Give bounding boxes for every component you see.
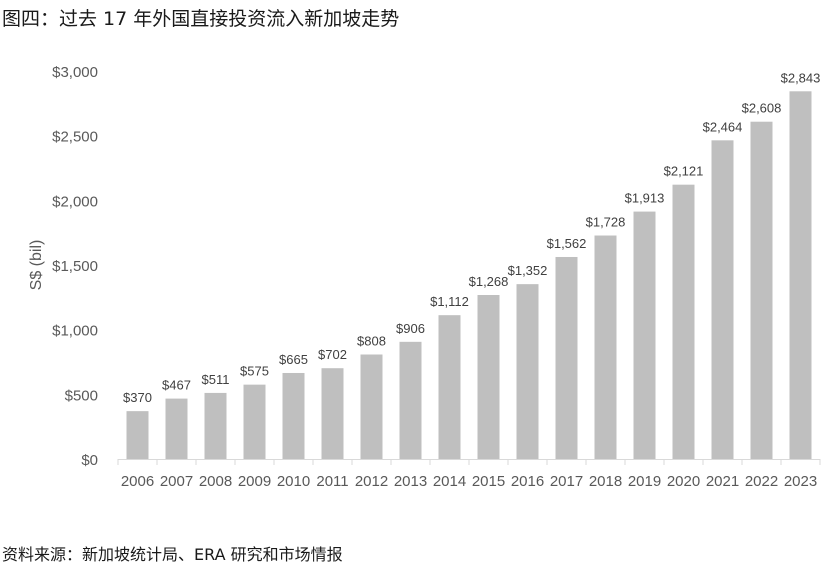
data-label: $1,112: [430, 294, 469, 309]
bar-2017: [555, 256, 578, 459]
bar-2007: [165, 398, 188, 459]
bar-2009: [243, 384, 266, 459]
bar-2023: [789, 91, 812, 460]
x-tick-label: 2019: [628, 473, 661, 490]
x-axis: 2006 2007 2008 2009 2010 2011 2012 2013 2014 2015…: [117, 459, 821, 490]
x-tick-label: 2022: [745, 473, 778, 490]
data-label: $467: [162, 378, 191, 393]
data-label: $1,728: [586, 215, 626, 230]
data-label: $1,352: [508, 263, 548, 278]
bar-2008: [204, 392, 227, 459]
bar-2022: [750, 121, 773, 459]
data-label: $808: [357, 333, 386, 348]
source-note: 资料来源：新加坡统计局、ERA 研究和市场情报: [2, 545, 343, 564]
data-label: $370: [123, 390, 152, 405]
x-tick-label: 2015: [472, 473, 505, 490]
x-tick-label: 2017: [550, 473, 583, 490]
data-label: $2,121: [664, 164, 704, 179]
data-label: $575: [240, 364, 269, 379]
x-tick-label: 2023: [784, 473, 817, 490]
bar-2021: [711, 140, 734, 459]
data-label: $906: [396, 321, 425, 336]
y-tick-label: $2,000: [52, 193, 98, 210]
y-tick-label: $500: [65, 387, 98, 404]
y-tick-label: $2,500: [52, 129, 98, 146]
data-label: $1,268: [469, 274, 509, 289]
bar-2015: [477, 295, 500, 459]
bars: $370$467 $511$575$665 $702$808$906$1,112$1…: [123, 70, 821, 460]
x-tick-label: 2007: [160, 473, 193, 490]
x-tick-label: 2006: [121, 473, 154, 490]
y-tick-label: $1,000: [52, 323, 98, 340]
bar-2019: [633, 211, 656, 459]
bar-2006: [126, 411, 149, 459]
x-tick-label: 2010: [277, 473, 310, 490]
y-axis-label: S$ (bil): [28, 240, 45, 291]
data-label: $702: [318, 347, 347, 362]
bar-2011: [321, 368, 344, 459]
x-tick-label: 2021: [706, 473, 739, 490]
bar-2020: [672, 184, 695, 459]
chart-title: 图四：过去 17 年外国直接投资流入新加坡走势: [2, 8, 400, 30]
x-tick-label: 2008: [199, 473, 232, 490]
bar-2016: [516, 284, 539, 459]
x-tick-label: 2012: [355, 473, 388, 490]
bar-2013: [399, 341, 422, 459]
data-label: $2,843: [781, 70, 821, 85]
data-label: $1,913: [625, 191, 665, 206]
bar-2012: [360, 354, 383, 459]
x-tick-label: 2009: [238, 473, 271, 490]
y-tick-label: $0: [81, 452, 98, 469]
y-tick-label: $3,000: [52, 64, 98, 81]
data-label: $2,608: [742, 101, 782, 116]
data-label: $1,562: [547, 236, 587, 251]
bar-2014: [438, 315, 461, 459]
x-tick-label: 2020: [667, 473, 700, 490]
x-tick-label: 2018: [589, 473, 622, 490]
x-tick-label: 2016: [511, 473, 544, 490]
x-tick-label: 2014: [433, 473, 466, 490]
y-axis: $0 $500 $1,000 $1,500 $2,000 $2,500 $3,000: [52, 64, 98, 469]
bar-2018: [594, 235, 617, 459]
x-tick-label: 2011: [316, 473, 348, 490]
data-label: $2,464: [703, 119, 743, 134]
data-label: $665: [279, 352, 308, 367]
bar-2010: [282, 372, 305, 459]
x-tick-label: 2013: [394, 473, 427, 490]
y-tick-label: $1,500: [52, 258, 98, 275]
data-label: $511: [202, 372, 230, 387]
